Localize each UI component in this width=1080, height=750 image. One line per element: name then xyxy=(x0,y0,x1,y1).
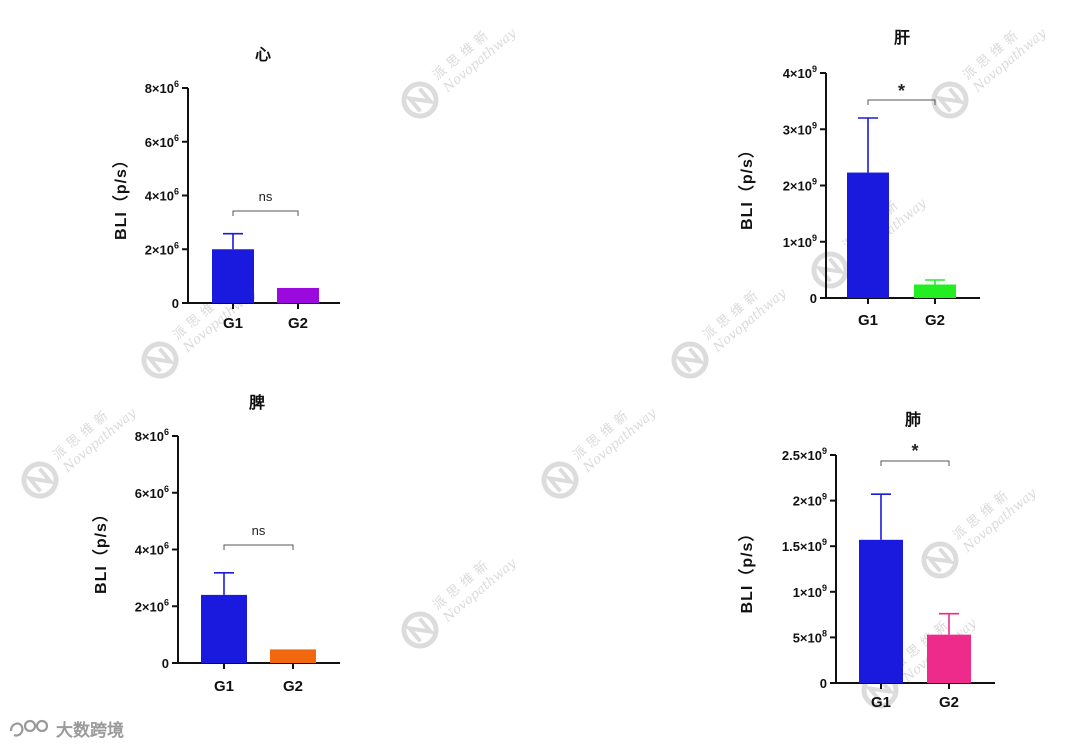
bar-g2 xyxy=(270,649,316,663)
watermark-logo-icon xyxy=(924,547,956,573)
chart-4: 肺 BLI（p/s） 0 5×108 1×109 1.5×109 2×109 2.5×109 G… xyxy=(738,410,995,711)
y-tick-label: 2×109 xyxy=(783,177,817,194)
watermark-logo-icon xyxy=(921,541,959,579)
chart-1: 心 BLI（p/s） 0 2×106 4×106 6×106 8×106 G1 G2 ns xyxy=(112,45,340,332)
chart-title: 肝 xyxy=(894,28,910,47)
watermark-logo-icon xyxy=(674,347,706,373)
x-tick-label: G2 xyxy=(925,312,945,329)
watermark-logo-icon xyxy=(401,81,439,119)
watermark-logo-icon xyxy=(21,461,59,499)
y-tick-label: 2.5×109 xyxy=(782,446,827,463)
x-tick-label: G2 xyxy=(288,315,308,332)
watermark-logo-icon xyxy=(811,251,849,289)
y-tick-label: 4×109 xyxy=(783,64,817,81)
bar-g2 xyxy=(277,287,319,303)
significance-label: ns xyxy=(252,523,266,538)
y-tick-label: 0 xyxy=(172,296,179,311)
watermark-logo-icon xyxy=(931,81,969,119)
x-tick-label: G1 xyxy=(858,312,878,329)
significance-bracket xyxy=(880,460,950,466)
y-tick-label: 4×106 xyxy=(135,541,169,558)
significance-bracket xyxy=(232,210,299,216)
bar-g1 xyxy=(201,594,247,663)
bar-g1 xyxy=(212,249,254,303)
y-tick-label: 5×108 xyxy=(793,628,827,645)
watermark-logo-icon xyxy=(404,87,436,113)
watermark-logo-icon xyxy=(144,347,176,373)
y-tick-label: 4×106 xyxy=(145,187,179,204)
watermark-logo-icon xyxy=(544,467,576,493)
bar-g2 xyxy=(927,634,971,683)
footer-brand-text: 大数跨境 xyxy=(56,721,124,741)
y-axis-label: BLI（p/s） xyxy=(738,525,756,614)
y-tick-label: 2×106 xyxy=(135,597,169,614)
watermark-logo-icon xyxy=(671,341,709,379)
significance-label: * xyxy=(898,81,905,101)
watermark-logo-icon xyxy=(24,467,56,493)
y-axis-label: BLI（p/s） xyxy=(112,151,130,240)
x-tick-label: G1 xyxy=(223,315,243,332)
significance-label: ns xyxy=(259,189,273,204)
y-tick-label: 0 xyxy=(820,676,827,691)
y-tick-label: 3×109 xyxy=(783,120,817,137)
bar-g2 xyxy=(914,284,956,298)
chart-title: 心 xyxy=(255,45,271,64)
watermark-logo-icon xyxy=(141,341,179,379)
y-tick-label: 6×106 xyxy=(135,484,169,501)
bar-g1 xyxy=(847,172,889,298)
watermark-logo-icon xyxy=(541,461,579,499)
y-tick-label: 0 xyxy=(810,291,817,306)
watermark-logo-icon xyxy=(864,677,896,703)
brand-logo-icon xyxy=(9,719,49,737)
chart-title: 肺 xyxy=(905,410,921,429)
y-axis-label: BLI（p/s） xyxy=(738,141,756,230)
watermark-logo-icon xyxy=(814,257,846,283)
y-tick-label: 2×109 xyxy=(793,492,827,509)
chart-2: 肝 BLI（p/s） 0 1×109 2×109 3×109 4×109 G1 G2 * xyxy=(738,28,980,329)
watermark-logo-icon xyxy=(934,87,966,113)
y-tick-label: 1×109 xyxy=(793,583,827,600)
watermark-logo-icon xyxy=(404,617,436,643)
y-tick-label: 1.5×109 xyxy=(782,537,827,554)
x-tick-label: G1 xyxy=(214,678,234,695)
y-tick-label: 0 xyxy=(162,656,169,671)
x-tick-label: G2 xyxy=(939,694,959,711)
y-tick-label: 8×106 xyxy=(135,427,169,444)
footer-logo: 大数跨境 xyxy=(8,716,124,741)
bar-g1 xyxy=(859,539,903,683)
chart-3: 脾 BLI（p/s） 0 2×106 4×106 6×106 8×106 G1 G2 ns xyxy=(92,393,340,695)
chart-title: 脾 xyxy=(249,393,265,412)
x-tick-label: G2 xyxy=(283,678,303,695)
x-tick-label: G1 xyxy=(871,694,891,711)
significance-bracket xyxy=(223,544,294,550)
y-tick-label: 2×106 xyxy=(145,240,179,257)
significance-bracket xyxy=(867,99,936,105)
significance-label: * xyxy=(911,441,918,461)
y-tick-label: 8×106 xyxy=(145,79,179,96)
y-tick-label: 1×109 xyxy=(783,233,817,250)
y-axis-label: BLI（p/s） xyxy=(92,505,110,594)
watermark-logo-icon xyxy=(401,611,439,649)
y-tick-label: 6×106 xyxy=(145,133,179,150)
